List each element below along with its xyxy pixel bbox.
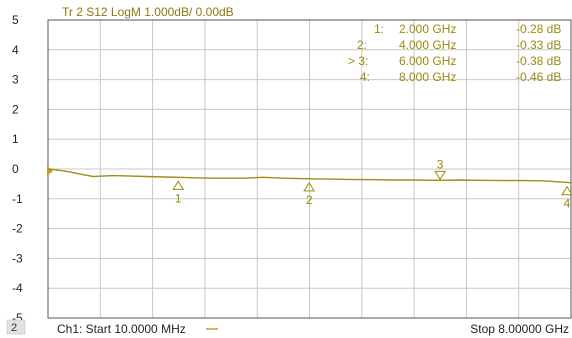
y-tick-label: 1 [12, 132, 19, 146]
marker-4-label[interactable]: 4: [360, 70, 370, 84]
y-tick-label: 3 [12, 73, 19, 87]
marker-2-freq: 4.000 GHz [399, 38, 456, 52]
trace-s12 [47, 168, 572, 184]
marker-1-freq: 2.000 GHz [399, 22, 456, 36]
channel-badge-box[interactable] [6, 319, 26, 335]
marker-readout-table: 1: 2.000 GHz -0.28 dB 2: 4.000 GHz -0.33… [348, 22, 561, 84]
marker-symbols: 1 2 3 4 [172, 157, 572, 211]
reference-level-arrow[interactable] [47, 166, 53, 176]
y-tick-label: 0 [12, 162, 19, 176]
marker-3-value: -0.38 dB [516, 54, 561, 68]
y-tick-label: -1 [12, 192, 23, 206]
y-tick-label: -4 [12, 281, 23, 295]
marker-3-freq: 6.000 GHz [399, 54, 456, 68]
marker-3-label[interactable]: > 3: [348, 54, 368, 68]
marker-3-number: 3 [437, 157, 444, 171]
channel-badge: 2 [11, 322, 17, 334]
y-tick-label: 4 [12, 43, 19, 57]
marker-2-value: -0.33 dB [516, 38, 561, 52]
y-tick-label: -5 [12, 311, 23, 325]
sweep-stop: Stop 8.00000 GHz [470, 322, 569, 336]
marker-4-symbol[interactable] [561, 185, 572, 196]
marker-2-symbol[interactable] [303, 181, 316, 192]
marker-4-value: -0.46 dB [516, 70, 561, 84]
y-axis-ticks: 5 4 3 2 1 0 -1 -2 -3 -4 -5 [12, 13, 23, 325]
y-tick-label: 5 [12, 13, 19, 27]
y-tick-label: -2 [12, 222, 23, 236]
grid [48, 20, 571, 318]
marker-3-symbol[interactable] [434, 170, 446, 181]
y-tick-label: 2 [12, 102, 19, 116]
y-tick-label: -3 [12, 251, 23, 265]
sweep-start: Ch1: Start 10.0000 MHz [57, 322, 186, 336]
marker-4-freq: 8.000 GHz [399, 70, 456, 84]
marker-1-label[interactable]: 1: [374, 22, 384, 36]
marker-1-number: 1 [175, 191, 182, 205]
marker-1-symbol[interactable] [172, 180, 185, 190]
trace-line [47, 168, 572, 184]
marker-2-number: 2 [306, 193, 313, 207]
marker-1-value: -0.28 dB [516, 22, 561, 36]
trace-header[interactable]: Tr 2 S12 LogM 1.000dB/ 0.00dB [62, 5, 234, 19]
marker-2-label[interactable]: 2: [357, 38, 367, 52]
marker-4-number: 4 [564, 197, 571, 211]
